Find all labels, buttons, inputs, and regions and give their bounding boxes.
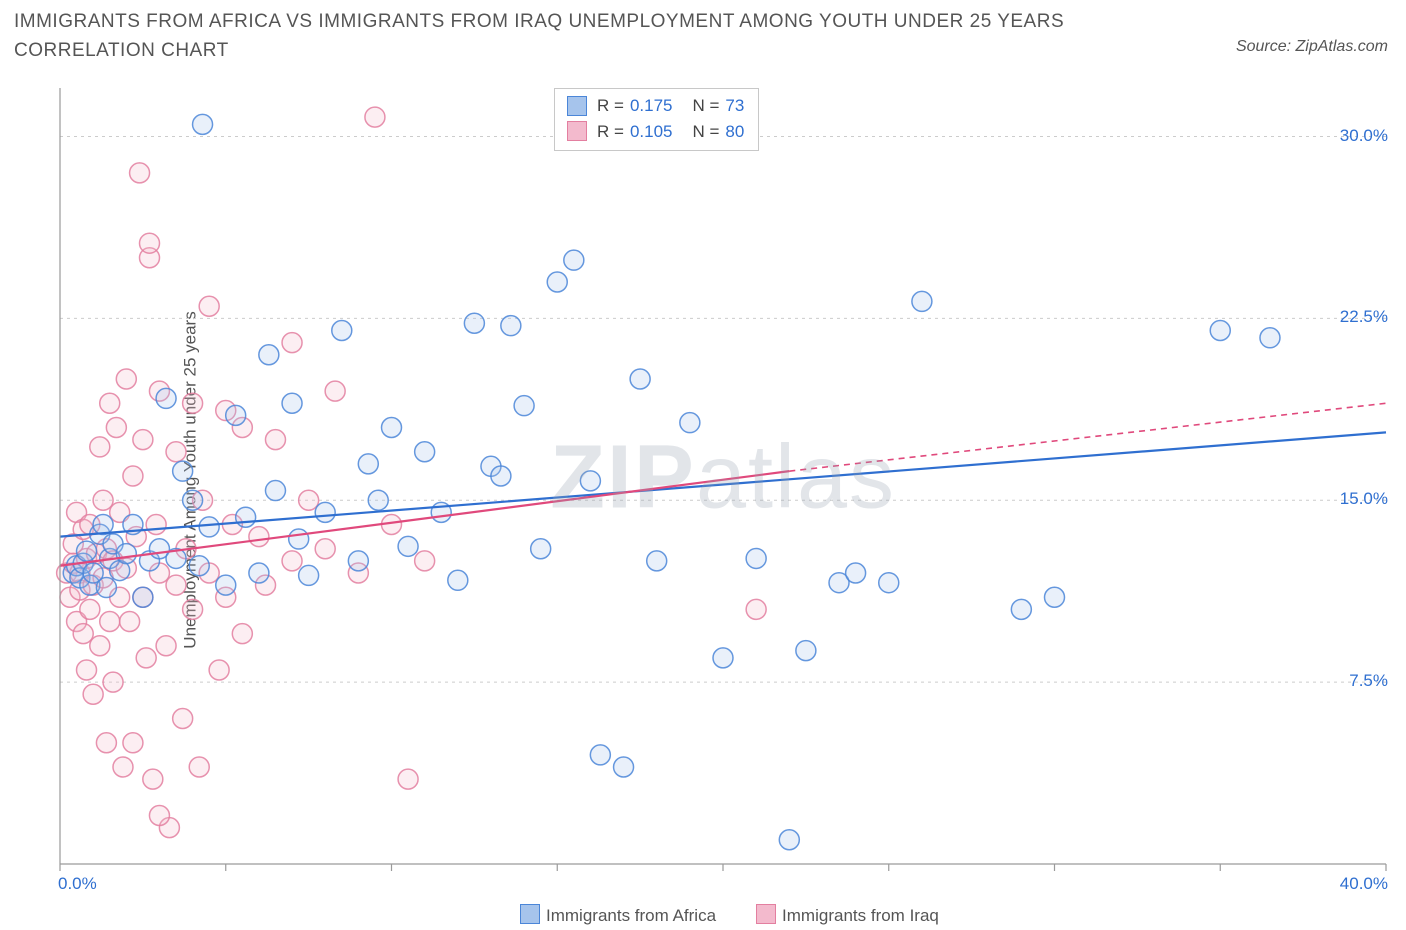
legend-swatch (520, 904, 540, 924)
bottom-legend: Immigrants from Africa Immigrants from Ir… (520, 904, 939, 926)
x-min-label: 0.0% (58, 874, 97, 894)
legend-item: Immigrants from Africa (520, 904, 716, 926)
scatter-chart-svg (54, 82, 1392, 874)
x-max-label: 40.0% (1340, 874, 1388, 894)
y-tick-label: 22.5% (1340, 307, 1388, 327)
legend-row: R = 0.175N = 73 (567, 93, 744, 119)
legend-swatch (567, 121, 587, 141)
correlation-legend: R = 0.175N = 73R = 0.105N = 80 (554, 88, 759, 151)
y-tick-label: 15.0% (1340, 489, 1388, 509)
legend-row: R = 0.105N = 80 (567, 119, 744, 145)
y-tick-label: 30.0% (1340, 126, 1388, 146)
source-prefix: Source: (1236, 38, 1296, 55)
legend-swatch (756, 904, 776, 924)
y-tick-label: 7.5% (1349, 671, 1388, 691)
chart-source: Source: ZipAtlas.com (1236, 38, 1388, 56)
legend-item: Immigrants from Iraq (756, 904, 939, 926)
chart-area: ZIPatlas (54, 82, 1392, 874)
source-name: ZipAtlas.com (1296, 38, 1388, 55)
legend-swatch (567, 96, 587, 116)
chart-title: IMMIGRANTS FROM AFRICA VS IMMIGRANTS FRO… (14, 8, 1104, 65)
